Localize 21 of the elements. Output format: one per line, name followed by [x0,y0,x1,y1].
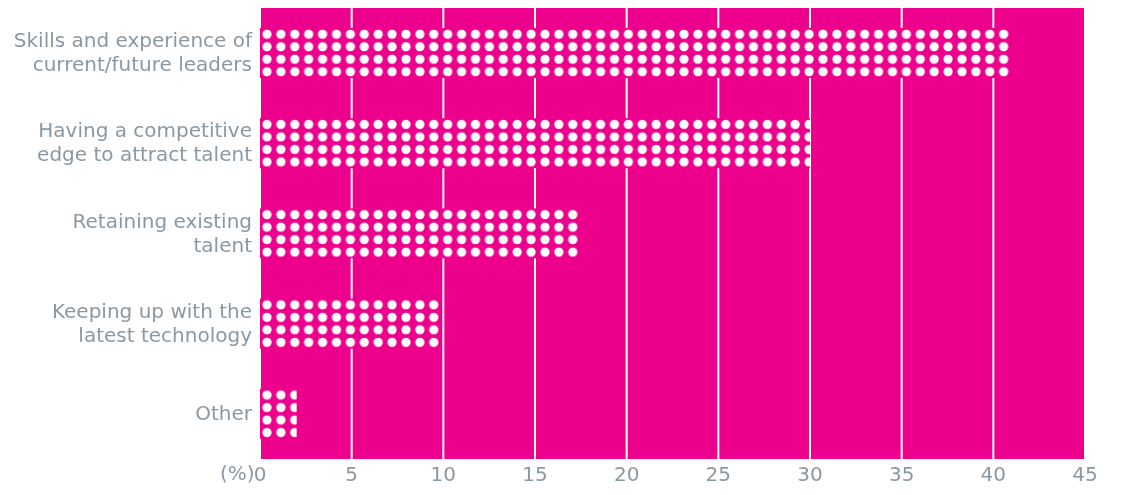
y-tick-label: Keeping up with the latest technology [51,298,253,347]
bar [260,118,810,169]
x-tick-label: 20 [613,462,640,487]
x-tick-label: 40 [980,462,1007,487]
x-axis-title: (%) [220,461,255,485]
y-tick-label: Other [195,400,253,425]
y-tick-label: Having a competitive edge to attract talent [37,117,253,166]
bar [260,298,440,349]
x-tick-label: 15 [522,462,548,487]
bar [260,28,1012,78]
y-tick-label: Skills and experience of current/future leaders [13,27,253,76]
x-tick-label: 0 [253,462,267,487]
x-tick-label: 35 [888,462,915,487]
x-tick-label: 30 [797,462,823,487]
x-tick-label: 45 [1072,462,1098,487]
x-tick-label: 5 [345,462,359,487]
bar [260,388,297,439]
bar [260,208,579,259]
y-tick-label: Retaining existing talent [72,208,253,256]
x-tick-label: 25 [705,462,732,487]
x-tick-label: 10 [430,462,457,487]
